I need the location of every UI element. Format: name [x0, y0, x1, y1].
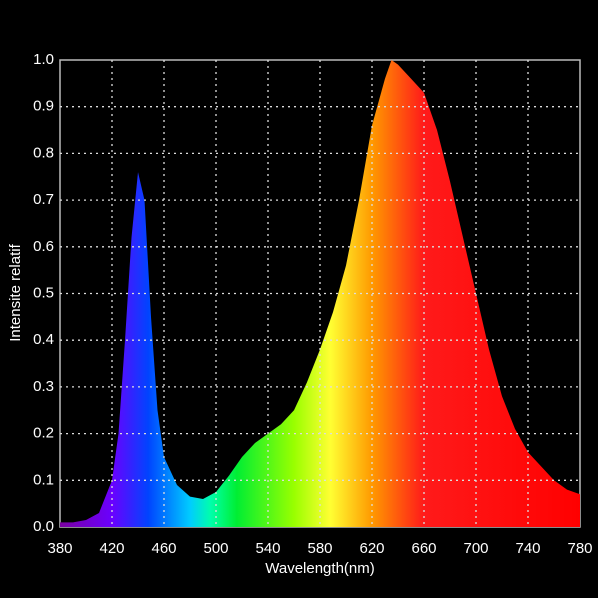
y-tick-label: 0.1: [33, 471, 54, 488]
x-tick-label: 460: [151, 540, 176, 557]
y-tick-label: 0.7: [33, 191, 54, 208]
spectrum-area: [60, 60, 580, 527]
x-tick-label: 700: [463, 540, 488, 557]
y-tick-label: 0.2: [33, 425, 54, 442]
y-tick-label: 0.5: [33, 284, 54, 301]
y-tick-label: 0.3: [33, 378, 54, 395]
x-tick-label: 500: [203, 540, 228, 557]
x-tick-label: 580: [307, 540, 332, 557]
x-tick-label: 420: [99, 540, 124, 557]
y-tick-label: 1.0: [33, 51, 54, 68]
x-axis-label: Wavelength(nm): [265, 560, 374, 577]
x-tick-label: 620: [359, 540, 384, 557]
y-tick-label: 0.6: [33, 238, 54, 255]
x-tick-label: 780: [567, 540, 592, 557]
y-axis-label: Intensite relatif: [7, 243, 24, 341]
x-tick-label: 380: [47, 540, 72, 557]
x-tick-label: 740: [515, 540, 540, 557]
y-tick-label: 0.9: [33, 98, 54, 115]
x-tick-label: 540: [255, 540, 280, 557]
x-tick-label: 660: [411, 540, 436, 557]
y-tick-label: 0.8: [33, 144, 54, 161]
y-tick-label: 0.4: [33, 331, 54, 348]
y-tick-label: 0.0: [33, 518, 54, 535]
